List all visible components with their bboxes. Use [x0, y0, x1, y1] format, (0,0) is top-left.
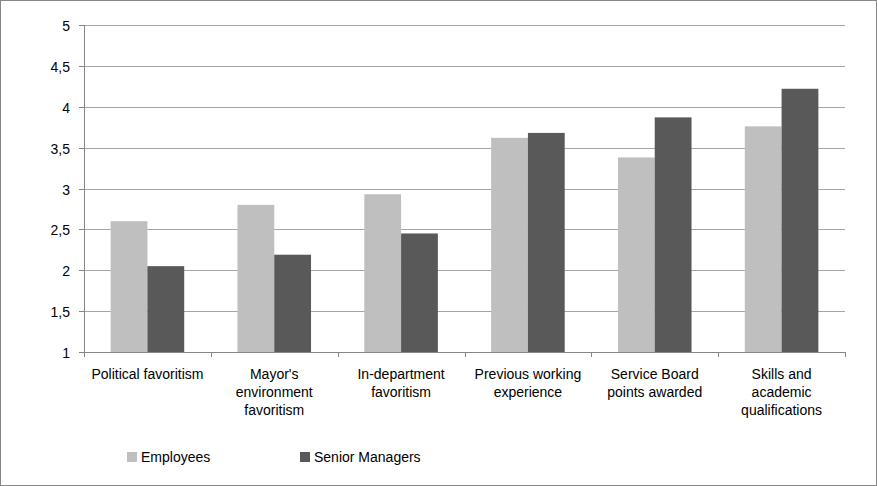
y-tick	[79, 352, 84, 353]
grid-line	[84, 270, 845, 271]
y-tick-label: 1	[62, 345, 70, 361]
y-tick-label: 3	[62, 182, 70, 198]
grid-line	[84, 189, 845, 190]
y-tick-label: 2	[62, 263, 70, 279]
x-tick-label-line: Mayor's	[250, 366, 299, 382]
x-tick-label-line: Service Board	[611, 366, 699, 382]
x-tick-label: Political favoritism	[91, 366, 203, 382]
y-tick	[79, 66, 84, 67]
grid-line	[84, 107, 845, 108]
x-tick-label-line: qualifications	[741, 402, 822, 418]
bar	[237, 205, 274, 352]
bar	[111, 221, 148, 352]
grid-line	[84, 311, 845, 312]
bar	[528, 133, 565, 352]
y-tick	[79, 270, 84, 271]
bars	[111, 89, 819, 352]
x-tick	[84, 352, 85, 357]
x-tick	[338, 352, 339, 357]
bar	[745, 126, 782, 352]
legend-label: Senior Managers	[314, 449, 421, 465]
y-tick	[79, 25, 84, 26]
x-tick-label-line: points awarded	[607, 384, 702, 400]
bar	[618, 157, 655, 352]
x-tick	[845, 352, 846, 357]
y-tick-label: 2,5	[51, 222, 71, 238]
bar	[782, 89, 819, 352]
x-tick	[591, 352, 592, 357]
x-axis	[84, 352, 845, 353]
grid-line	[84, 352, 845, 353]
y-tick-label: 1,5	[51, 304, 71, 320]
x-tick-label-line: Previous working	[475, 366, 582, 382]
x-tick-label: Mayor's environment favoritism	[236, 366, 313, 418]
x-tick-label-line: experience	[494, 384, 563, 400]
chart-svg: 1 1,5 2 2,5 3 3,5 4 4,5 5 Political favoritism May…	[0, 0, 877, 486]
legend-swatch	[127, 452, 137, 462]
y-tick	[79, 148, 84, 149]
x-tick-label: Previous working experience	[475, 366, 582, 400]
grid-line	[84, 148, 845, 149]
legend-swatch	[300, 452, 310, 462]
y-tick-label: 3,5	[51, 141, 71, 157]
grid-line	[84, 25, 845, 26]
x-tick-label-line: academic	[752, 384, 812, 400]
grid-line	[84, 66, 845, 67]
x-tick	[211, 352, 212, 357]
x-tick-label: Service Board points awarded	[607, 366, 702, 400]
grid-line	[84, 229, 845, 230]
y-axis	[84, 25, 85, 352]
bar	[364, 194, 401, 352]
y-tick	[79, 311, 84, 312]
bar	[274, 255, 311, 352]
x-tick-label-line: Political favoritism	[91, 366, 203, 382]
x-tick-label: In-department favoritism	[357, 366, 444, 400]
x-tick	[718, 352, 719, 357]
y-tick-label: 5	[62, 18, 70, 34]
x-tick-label: Skills and academic qualifications	[741, 366, 822, 418]
y-tick-label: 4,5	[51, 59, 71, 75]
chart-container: 1 1,5 2 2,5 3 3,5 4 4,5 5 Political favoritism May…	[0, 0, 877, 486]
y-tick	[79, 189, 84, 190]
bar	[147, 266, 184, 352]
y-tick	[79, 107, 84, 108]
x-tick-label-line: favoritism	[244, 402, 304, 418]
x-tick	[465, 352, 466, 357]
x-tick-label-line: environment	[236, 384, 313, 400]
legend-label: Employees	[141, 449, 210, 465]
x-tick-label-line: Skills and	[752, 366, 812, 382]
x-tick-label-line: favoritism	[371, 384, 431, 400]
chart-border	[1, 1, 877, 486]
y-tick-label: 4	[62, 100, 70, 116]
x-tick-label-line: In-department	[357, 366, 444, 382]
y-tick	[79, 229, 84, 230]
bar	[401, 233, 438, 352]
bar	[491, 138, 528, 352]
bar	[655, 117, 692, 352]
